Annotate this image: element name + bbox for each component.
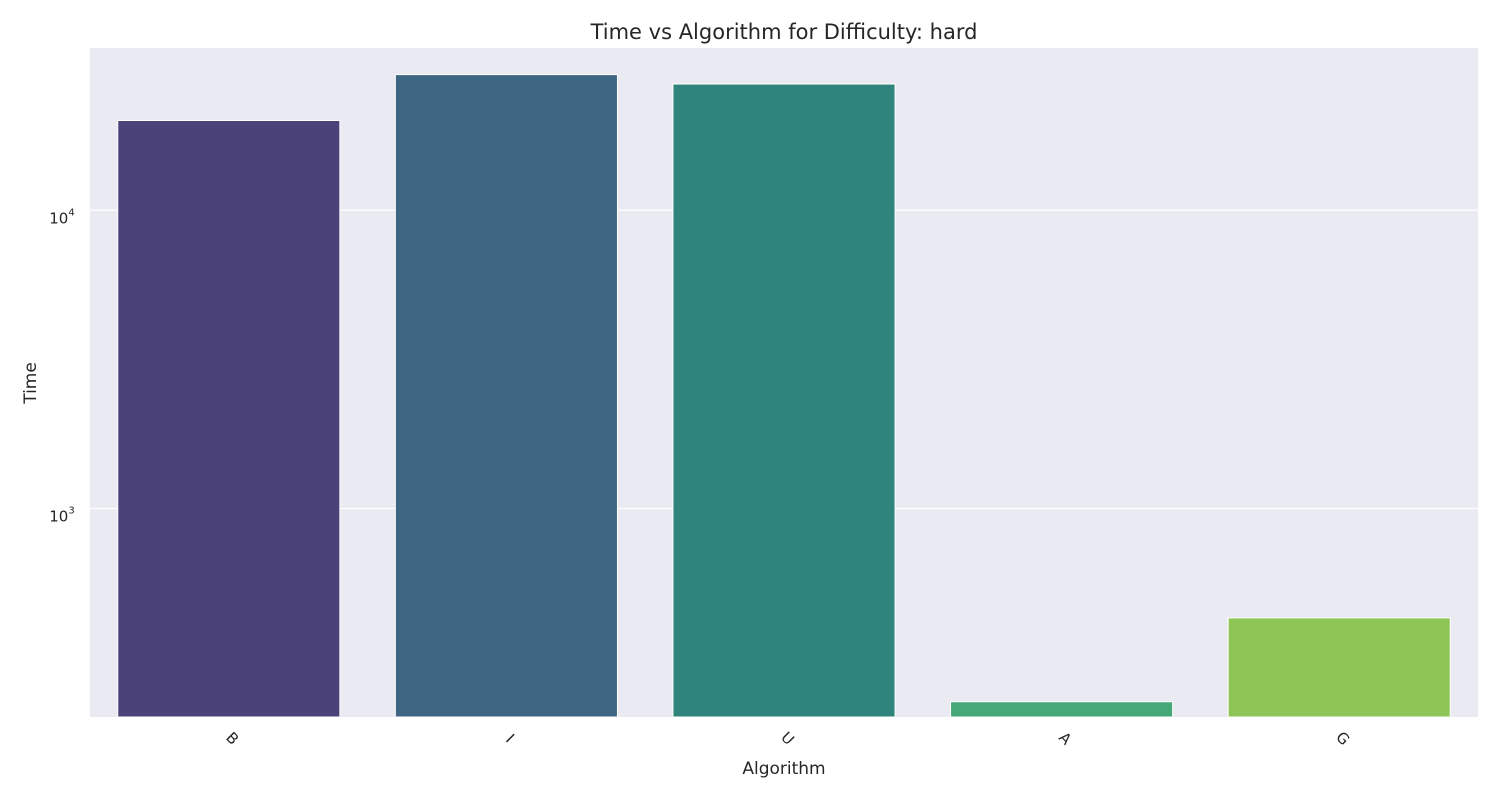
bar-A — [950, 701, 1174, 718]
bar-B — [117, 119, 341, 718]
y-axis-ticks: 103 104 — [49, 207, 74, 525]
y-tick-label: 103 — [49, 506, 74, 526]
y-axis-label: Time — [21, 362, 41, 405]
x-tick-label: I — [502, 731, 518, 747]
x-tick-label: U — [777, 728, 797, 748]
x-tick-label: A — [1055, 728, 1076, 749]
bar-G — [1227, 617, 1451, 718]
x-axis-label: Algorithm — [742, 759, 825, 779]
bar-I — [394, 74, 618, 718]
x-tick-label: B — [222, 728, 242, 748]
y-tick-label: 104 — [49, 207, 74, 227]
chart-title: Time vs Algorithm for Difficulty: hard — [590, 20, 978, 44]
x-tick-label: G — [1332, 728, 1353, 749]
bar-U — [672, 83, 896, 718]
bars — [117, 74, 1451, 718]
